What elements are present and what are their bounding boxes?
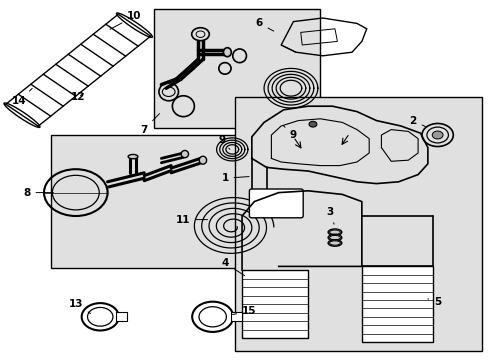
- Bar: [230, 312, 241, 321]
- Text: 4: 4: [221, 258, 244, 276]
- Bar: [154, 9, 320, 128]
- Text: 15: 15: [232, 306, 256, 316]
- Circle shape: [431, 131, 442, 139]
- Ellipse shape: [327, 240, 341, 246]
- Ellipse shape: [181, 150, 188, 158]
- Ellipse shape: [128, 154, 138, 159]
- Ellipse shape: [327, 234, 341, 241]
- Text: 8: 8: [23, 188, 53, 198]
- Ellipse shape: [223, 48, 231, 57]
- Text: 9: 9: [283, 126, 296, 140]
- Text: 14: 14: [12, 88, 32, 106]
- Text: 1: 1: [221, 173, 248, 183]
- FancyBboxPatch shape: [249, 189, 303, 218]
- Text: 9: 9: [219, 135, 229, 149]
- Bar: [361, 266, 432, 342]
- Text: 11: 11: [176, 215, 207, 225]
- Bar: [116, 312, 127, 321]
- Text: 7: 7: [140, 114, 159, 135]
- Text: 2: 2: [409, 116, 425, 127]
- Bar: [234, 97, 481, 351]
- Ellipse shape: [327, 229, 341, 235]
- Text: 6: 6: [255, 18, 273, 31]
- Bar: [242, 270, 307, 338]
- Circle shape: [308, 121, 316, 127]
- Text: 3: 3: [326, 207, 333, 224]
- Bar: [51, 135, 320, 268]
- Text: 13: 13: [68, 299, 90, 314]
- Text: 5: 5: [427, 297, 440, 307]
- Ellipse shape: [199, 156, 206, 164]
- Text: 10: 10: [110, 11, 142, 29]
- Text: 12: 12: [71, 92, 85, 102]
